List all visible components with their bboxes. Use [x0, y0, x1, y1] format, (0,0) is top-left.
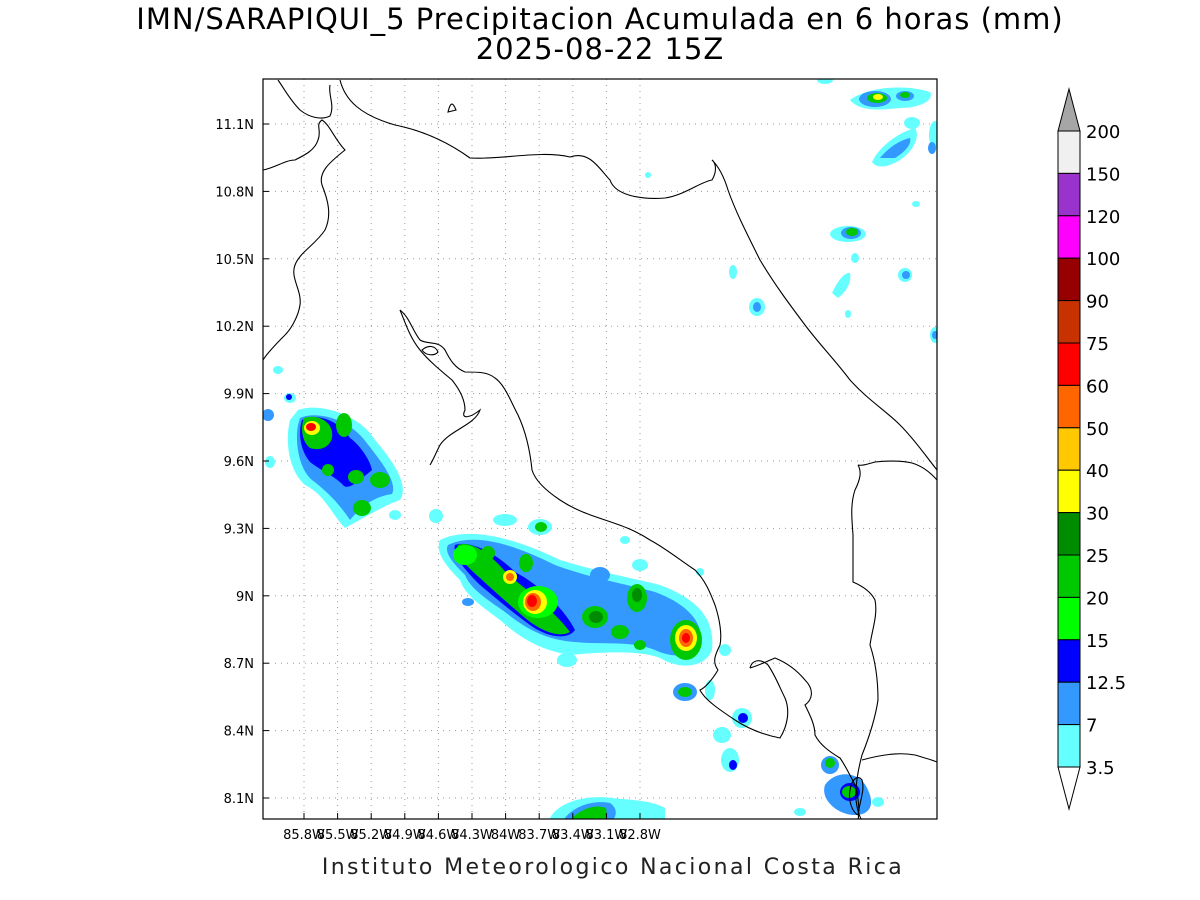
colorbar-swatch [1057, 639, 1081, 683]
lon-tick-label: 83.7W [518, 828, 560, 843]
colorbar-min-arrow [1057, 766, 1081, 811]
colorbar-level-label: 60 [1086, 376, 1109, 397]
lat-tick-label: 8.7N [224, 657, 254, 672]
map-footer-credit: Instituto Meteorologico Nacional Costa R… [321, 855, 905, 880]
lon-tick-label: 84.6W [417, 828, 459, 843]
lat-tick-label: 8.4N [224, 725, 254, 740]
colorbar-level-label: 120 [1086, 207, 1120, 228]
lon-tick-label: 83.4W [552, 828, 594, 843]
colorbar-swatch [1057, 512, 1081, 556]
lon-tick-label: 85.8W [283, 828, 325, 843]
pacific-coast-north [263, 119, 346, 336]
burica-peninsula [848, 777, 864, 816]
map-title: IMN/SARAPIQUI_5 Precipitacion Acumulada … [136, 2, 1064, 36]
precipitation-field [263, 79, 937, 819]
coastlines-and-borders [263, 79, 937, 819]
rain-cluster-caribbean [645, 79, 937, 343]
ometepe-island [447, 103, 457, 113]
lat-tick-label: 9N [236, 590, 254, 605]
panama-pacific-coast [861, 753, 937, 763]
colorbar-level-label: 50 [1086, 419, 1109, 440]
colorbar-swatch [1057, 257, 1081, 302]
lon-tick-label: 84.3W [451, 828, 493, 843]
colorbar-level-label: 12.5 [1086, 673, 1126, 694]
lon-tick-label: 85.2W [350, 828, 392, 843]
map-subtitle-datetime: 2025-08-22 15Z [475, 32, 725, 66]
colorbar-swatch [1057, 342, 1081, 386]
lon-tick-label: 82.8W [619, 828, 661, 843]
lat-tick-label: 10.8N [215, 185, 254, 200]
colorbar-level-label: 100 [1086, 249, 1120, 270]
lon-tick-label: 85.5W [317, 828, 359, 843]
colorbar-level-label: 15 [1086, 631, 1109, 652]
osa-peninsula-coast [699, 660, 789, 739]
nicaragua-costa-rica-border [339, 79, 937, 471]
lat-tick-label: 9.9N [224, 388, 254, 403]
lon-tick-label: 84W [491, 828, 521, 843]
rain-cluster-pacific-central [429, 509, 752, 772]
lat-tick-label: 11.1N [215, 118, 254, 133]
colorbar-swatch [1057, 427, 1081, 471]
colorbar-swatch [1057, 130, 1081, 174]
golfo-dulce-coast [749, 657, 860, 819]
rain-cluster-south [550, 756, 884, 819]
colorbar-swatch [1057, 596, 1081, 641]
colorbar-swatch [1057, 554, 1081, 598]
colorbar-level-label: 7 [1086, 716, 1097, 737]
nicoya-peninsula-coast [263, 334, 286, 361]
lat-tick-label: 9.6N [224, 455, 254, 470]
colorbar-level-label: 3.5 [1086, 758, 1115, 779]
chira-island [421, 345, 439, 356]
lat-tick-label: 10.2N [215, 320, 254, 335]
nicaragua-lake-shore [277, 79, 333, 119]
colorbar-swatch [1057, 172, 1081, 217]
lon-tick-label: 84.9W [384, 828, 426, 843]
colorbar-swatch [1057, 724, 1081, 768]
map-axes: 85.8W85.5W85.2W84.9W84.6W84.3W84W83.7W83… [215, 118, 661, 843]
lat-tick-label: 10.5N [215, 253, 254, 268]
colorbar-swatch [1057, 469, 1081, 514]
colorbar-max-arrow [1057, 87, 1081, 132]
colorbar-level-label: 30 [1086, 504, 1109, 525]
colorbar-swatch [1057, 300, 1081, 344]
panama-border [851, 464, 879, 819]
rain-cluster-nicoya [263, 366, 403, 528]
lon-tick-label: 83.1W [585, 828, 627, 843]
colorbar-swatch [1057, 681, 1081, 726]
map-frame [262, 78, 938, 820]
colorbar-level-label: 20 [1086, 588, 1109, 609]
colorbar-swatch [1057, 215, 1081, 259]
bocas-coast [857, 460, 937, 481]
gulf-of-nicoya-coast [399, 309, 722, 671]
nicoya-inner-coast [399, 309, 482, 466]
colorbar-swatch [1057, 384, 1081, 429]
colorbar-level-label: 150 [1086, 164, 1120, 185]
colorbar-level-label: 90 [1086, 292, 1109, 313]
precipitation-colorbar: 200 150 120 100 90 75 60 50 40 30 25 20 15 12.5 7 3.5 [1057, 87, 1126, 811]
colorbar-level-label: 75 [1086, 334, 1109, 355]
lat-tick-label: 8.1N [224, 792, 254, 807]
colorbar-level-label: 40 [1086, 461, 1109, 482]
colorbar-level-label: 25 [1086, 546, 1109, 567]
colorbar-level-label: 200 [1086, 122, 1120, 143]
lat-tick-label: 9.3N [224, 522, 254, 537]
